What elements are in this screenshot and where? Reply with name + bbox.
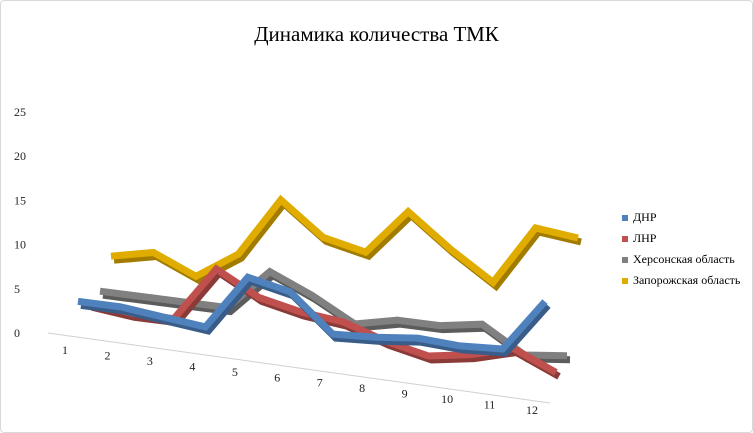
legend-item: ЛНР bbox=[622, 228, 740, 249]
legend-label: ДНР bbox=[633, 210, 657, 224]
y-tick-label: 0 bbox=[14, 326, 20, 340]
x-axis-ticks: 1 2 3 4 5 6 7 8 9 10 11 12 bbox=[62, 343, 538, 417]
chart-title: Динамика количества ТМК bbox=[254, 22, 499, 46]
y-tick-label: 15 bbox=[14, 193, 26, 207]
x-tick-label: 1 bbox=[62, 343, 68, 357]
legend-label: Херсонская область bbox=[633, 252, 735, 266]
series-line bbox=[99, 267, 568, 360]
legend-swatch bbox=[622, 277, 628, 284]
series-line bbox=[77, 273, 548, 353]
legend-swatch bbox=[622, 256, 628, 263]
x-tick-label: 8 bbox=[359, 381, 365, 395]
chart-floor bbox=[47, 332, 551, 404]
x-tick-label: 11 bbox=[484, 398, 496, 412]
x-tick-label: 5 bbox=[232, 365, 238, 379]
x-tick-label: 7 bbox=[317, 376, 323, 390]
legend-swatch bbox=[622, 235, 628, 242]
y-tick-label: 10 bbox=[14, 238, 26, 252]
y-tick-label: 5 bbox=[14, 282, 20, 296]
x-tick-label: 6 bbox=[274, 370, 280, 384]
legend: ДНР ЛНР Херсонская область Запорожская обла… bbox=[622, 207, 740, 291]
y-tick-label: 20 bbox=[14, 149, 26, 163]
legend-item: Херсонская область bbox=[622, 249, 740, 270]
series-4 bbox=[110, 194, 582, 292]
y-tick-label: 25 bbox=[14, 105, 26, 119]
legend-label: Запорожская область bbox=[633, 273, 741, 287]
x-tick-label: 12 bbox=[526, 403, 538, 417]
series-lines bbox=[77, 194, 582, 380]
legend-swatch bbox=[622, 214, 628, 221]
x-tick-label: 3 bbox=[147, 354, 153, 368]
x-tick-label: 4 bbox=[189, 359, 195, 373]
x-tick-label: 2 bbox=[104, 348, 110, 362]
series-1 bbox=[77, 273, 551, 357]
y-axis-ticks: 0 5 10 15 20 25 bbox=[14, 105, 26, 340]
series-line bbox=[110, 194, 579, 288]
legend-label: ЛНР bbox=[633, 231, 657, 245]
x-tick-label: 9 bbox=[402, 387, 408, 401]
x-tick-label: 10 bbox=[441, 392, 453, 406]
legend-item: Запорожская область bbox=[622, 270, 740, 291]
legend-item: ДНР bbox=[622, 207, 740, 228]
floor-front-edge bbox=[47, 332, 551, 404]
